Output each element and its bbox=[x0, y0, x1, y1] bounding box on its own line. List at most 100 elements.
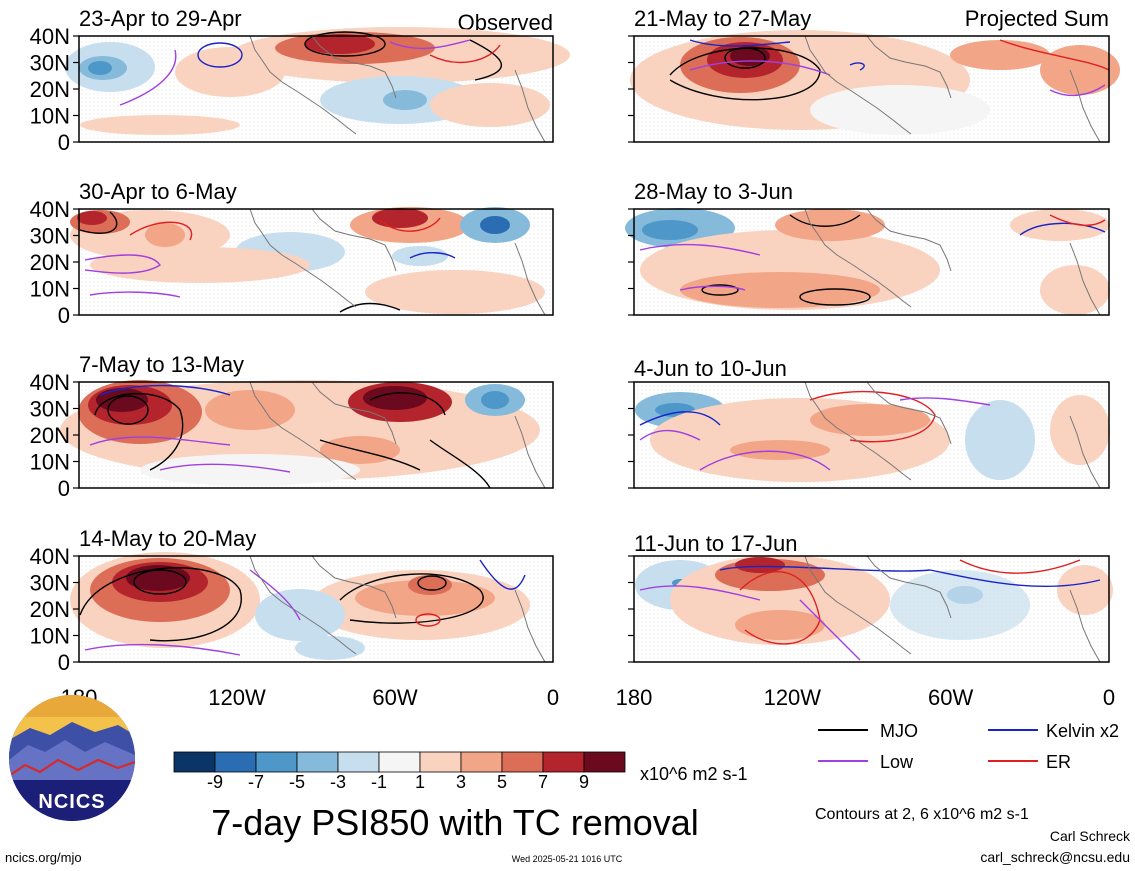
latitude-label: 10N bbox=[30, 450, 70, 475]
panel-period-label: 21-May to 27-May bbox=[634, 6, 811, 31]
axis-ticks bbox=[73, 35, 634, 663]
longitude-label: 180 bbox=[616, 685, 653, 710]
colorbar-tick-label: -5 bbox=[289, 772, 305, 792]
coastlines bbox=[249, 555, 546, 663]
colorbar-swatch bbox=[255, 751, 298, 773]
latitude-label: 30N bbox=[30, 571, 70, 596]
colorbar-tick-label: -3 bbox=[330, 772, 346, 792]
colorbar-swatch bbox=[296, 751, 339, 773]
contour-legend: MJO Kelvin x2 Low ER bbox=[818, 721, 1119, 772]
colorbar-tick-label: -7 bbox=[248, 772, 264, 792]
latitude-label: 20N bbox=[30, 77, 70, 102]
latitude-label: 0 bbox=[58, 476, 70, 501]
timestamp: Wed 2025-05-21 1016 UTC bbox=[512, 854, 623, 864]
map-panel-4: 14-May to 20-May bbox=[70, 526, 554, 663]
wave-contours bbox=[79, 559, 526, 656]
panel-period-label: 30-Apr to 6-May bbox=[79, 179, 237, 204]
latitude-labels: 40N30N20N10N040N30N20N10N040N30N20N10N04… bbox=[30, 24, 70, 675]
colorbar-tick-label: 1 bbox=[415, 772, 425, 792]
latitude-label: 40N bbox=[30, 197, 70, 222]
colorbar-tick-label: -1 bbox=[371, 772, 387, 792]
panel-tag-label: Projected Sum bbox=[965, 6, 1109, 31]
latitude-label: 0 bbox=[58, 130, 70, 155]
latitude-label: 10N bbox=[30, 277, 70, 302]
map-panel-8: 11-Jun to 17-Jun bbox=[633, 531, 1113, 663]
legend-label-mjo: MJO bbox=[880, 721, 918, 741]
wave-contours bbox=[119, 31, 502, 106]
colorbar-swatch bbox=[173, 751, 216, 773]
wave-contours bbox=[79, 211, 456, 313]
legend-label-low: Low bbox=[880, 752, 914, 772]
panel-period-label: 11-Jun to 17-Jun bbox=[634, 531, 797, 556]
anomaly-shading bbox=[70, 552, 530, 660]
logo-text: NCICS bbox=[38, 791, 105, 813]
author-email: carl_schreck@ncsu.edu bbox=[980, 849, 1130, 865]
legend-label-kelvin: Kelvin x2 bbox=[1046, 721, 1119, 741]
colorbar-tick-label: -9 bbox=[207, 772, 223, 792]
colorbar-tick-labels: -9 -7 -5 -3 -1 1 3 5 7 9 bbox=[207, 772, 589, 792]
colorbar-swatch bbox=[460, 751, 503, 773]
anomaly-shading bbox=[630, 30, 1120, 135]
map-panel-2: 30-Apr to 6-May bbox=[70, 179, 554, 316]
colorbar-tick-label: 7 bbox=[538, 772, 548, 792]
colorbar-tick-label: 5 bbox=[497, 772, 507, 792]
colorbar-swatch bbox=[337, 751, 380, 773]
colorbar-tick-label: 3 bbox=[456, 772, 466, 792]
wave-contours bbox=[89, 384, 491, 489]
coastlines bbox=[249, 381, 546, 489]
map-panel-1: 23-Apr to 29-Apr Observed bbox=[65, 6, 570, 143]
latitude-label: 30N bbox=[30, 397, 70, 422]
legend-label-er: ER bbox=[1046, 752, 1071, 772]
longitude-label: 60W bbox=[372, 685, 417, 710]
latitude-label: 0 bbox=[58, 650, 70, 675]
coastlines bbox=[804, 555, 1101, 663]
contours-note: Contours at 2, 6 x10^6 m2 s-1 bbox=[815, 806, 1029, 823]
anomaly-shading bbox=[65, 27, 570, 135]
latitude-label: 30N bbox=[30, 51, 70, 76]
latitude-label: 20N bbox=[30, 250, 70, 275]
latitude-label: 40N bbox=[30, 544, 70, 569]
latitude-label: 40N bbox=[30, 24, 70, 49]
wave-contours bbox=[639, 559, 1101, 661]
map-panel-5: 21-May to 27-May Projected Sum bbox=[630, 6, 1120, 143]
panel-period-label: 28-May to 3-Jun bbox=[634, 179, 793, 204]
colorbar-swatches bbox=[173, 751, 626, 773]
latitude-label: 40N bbox=[30, 370, 70, 395]
panel-period-label: 14-May to 20-May bbox=[79, 526, 256, 551]
longitude-label: 60W bbox=[928, 685, 973, 710]
longitude-labels: 180120W60W0180120W60W0 bbox=[61, 685, 1115, 710]
colorbar-swatch bbox=[501, 751, 544, 773]
latitude-label: 20N bbox=[30, 423, 70, 448]
latitude-label: 0 bbox=[58, 303, 70, 328]
longitude-label: 120W bbox=[764, 685, 822, 710]
wave-contours bbox=[639, 214, 1106, 306]
colorbar: -9 -7 -5 -3 -1 1 3 5 7 9 x10^6 m2 s-1 bbox=[173, 751, 748, 792]
wave-contours bbox=[639, 390, 991, 471]
coastlines bbox=[804, 35, 1101, 143]
longitude-label: 120W bbox=[208, 685, 266, 710]
map-panel-7: 4-Jun to 10-Jun bbox=[633, 356, 1110, 489]
coastlines bbox=[249, 208, 546, 316]
colorbar-units: x10^6 m2 s-1 bbox=[640, 764, 748, 784]
website-link[interactable]: ncics.org/mjo bbox=[5, 850, 82, 865]
coastlines bbox=[249, 35, 546, 143]
colorbar-swatch bbox=[419, 751, 462, 773]
map-panel-6: 28-May to 3-Jun bbox=[625, 179, 1110, 316]
coastlines bbox=[804, 381, 1101, 489]
panel-period-label: 4-Jun to 10-Jun bbox=[634, 356, 787, 381]
author-name: Carl Schreck bbox=[1050, 828, 1131, 844]
panel-period-label: 23-Apr to 29-Apr bbox=[79, 6, 242, 31]
longitude-label: 0 bbox=[547, 685, 559, 710]
longitude-label: 0 bbox=[1103, 685, 1115, 710]
panel-period-label: 7-May to 13-May bbox=[79, 352, 244, 377]
ncics-logo: NCICS bbox=[9, 695, 135, 821]
latitude-label: 10N bbox=[30, 624, 70, 649]
latitude-label: 10N bbox=[30, 104, 70, 129]
wave-contours bbox=[669, 39, 1110, 101]
colorbar-swatch bbox=[378, 751, 421, 773]
colorbar-swatch bbox=[583, 751, 626, 773]
anomaly-shading bbox=[635, 392, 1110, 482]
colorbar-tick-label: 9 bbox=[579, 772, 589, 792]
latitude-label: 30N bbox=[30, 224, 70, 249]
